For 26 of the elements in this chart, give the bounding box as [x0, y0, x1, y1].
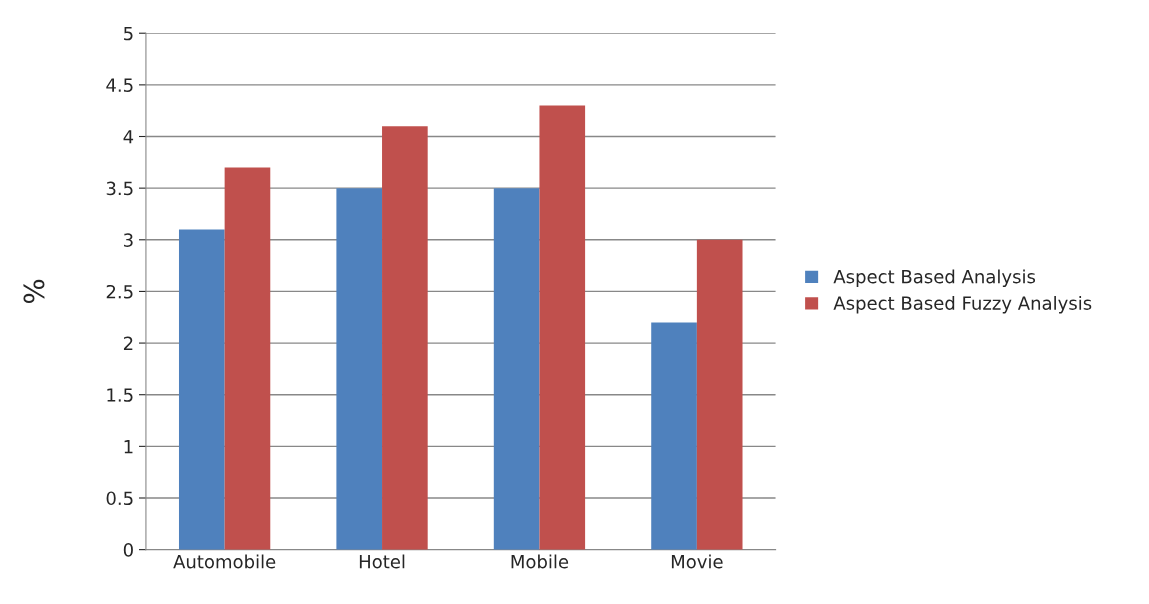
x-tick-label: Hotel [359, 554, 405, 569]
bar [382, 126, 428, 550]
y-tick-label: 0.5 [106, 491, 133, 506]
y-tick-label: 2 [123, 336, 133, 350]
y-tick-label: 0 [123, 543, 133, 557]
y-tick-label: 5 [124, 26, 133, 41]
y-tick-label: 4 [123, 130, 134, 144]
bar [224, 167, 271, 550]
bar [539, 105, 586, 550]
bar [178, 229, 225, 550]
x-tick-label: Movie [671, 554, 723, 569]
y-tick-label: 1 [124, 440, 133, 454]
bar [493, 188, 540, 550]
bar [651, 322, 697, 550]
y-tick-label: 3.5 [106, 181, 133, 196]
bar [336, 188, 383, 550]
legend-label: Aspect Based Fuzzy Analysis [833, 295, 1092, 314]
legend-label: Aspect Based Analysis [833, 269, 1036, 287]
y-tick-label: 4.5 [106, 78, 133, 92]
bar [696, 239, 743, 550]
y-axis-title: % [23, 279, 45, 304]
y-tick-label: 3 [124, 233, 133, 247]
x-tick-label: Mobile [511, 554, 569, 569]
y-tick-label: 1.5 [107, 388, 133, 402]
y-tick-label: 2.5 [106, 284, 133, 299]
x-tick-label: Automobile [173, 554, 276, 569]
